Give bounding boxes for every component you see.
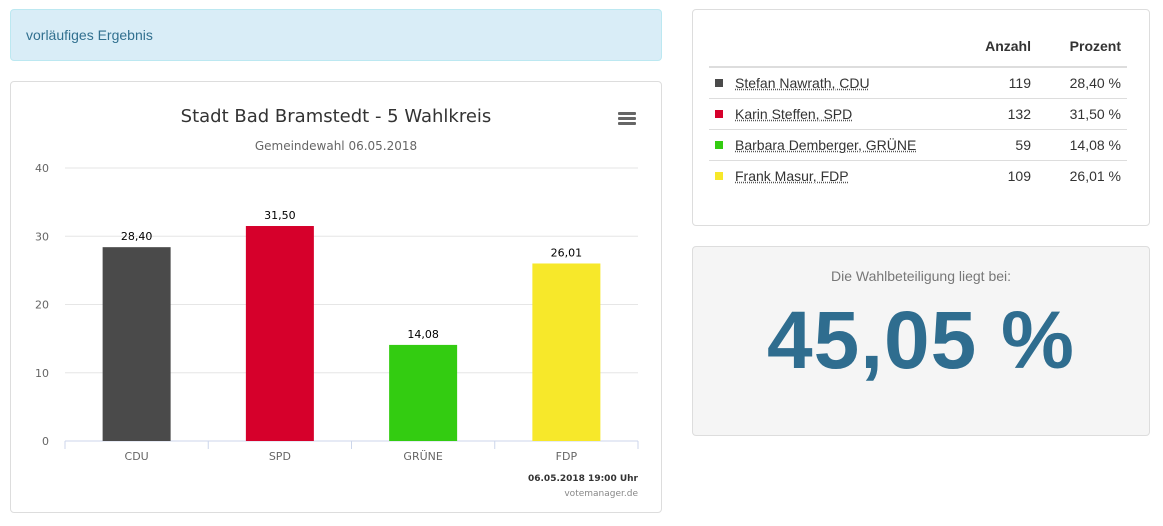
candidate-link[interactable]: Barbara Demberger, GRÜNE	[735, 136, 917, 153]
legend-swatch	[715, 172, 723, 181]
legend-swatch	[715, 109, 723, 118]
vote-count: 59	[959, 128, 1037, 160]
data-label: 28,40	[121, 230, 153, 243]
vote-percent: 28,40 %	[1037, 66, 1127, 98]
x-tick-label: GRÜNE	[403, 450, 442, 463]
turnout-panel: Die Wahlbeteiligung liegt bei: 45,05 %	[692, 246, 1150, 436]
x-tick-label: CDU	[125, 450, 149, 463]
chart-panel: Stadt Bad Bramstedt - 5 Wahlkreis Gemeind…	[10, 81, 662, 513]
vote-count: 109	[959, 159, 1037, 191]
turnout-label: Die Wahlbeteiligung liegt bei:	[830, 268, 1012, 284]
table-header-row: Anzahl Prozent	[709, 26, 1127, 68]
candidate-link[interactable]: Stefan Nawrath, CDU	[735, 74, 870, 91]
table-row: Stefan Nawrath, CDU 119 28,40 %	[709, 66, 1127, 98]
bar-fdp	[532, 263, 601, 441]
status-text: vorläufiges Ergebnis	[26, 27, 153, 43]
y-tick-label: 0	[42, 435, 49, 448]
bar-chart: Stadt Bad Bramstedt - 5 Wahlkreis Gemeind…	[35, 106, 639, 499]
count-header: Anzahl	[959, 26, 1037, 68]
table-row: Barbara Demberger, GRÜNE 59 14,08 %	[709, 128, 1127, 160]
y-tick-label: 40	[35, 162, 49, 175]
chart-timestamp: 06.05.2018 19:00 Uhr	[528, 474, 639, 484]
bar-spd	[245, 226, 314, 441]
table-row: Karin Steffen, SPD 132 31,50 %	[709, 97, 1127, 129]
bar-grüne	[389, 344, 458, 441]
chart-credit: votemanager.de	[564, 489, 638, 499]
y-tick-label: 20	[35, 299, 49, 312]
candidate-link[interactable]: Karin Steffen, SPD	[735, 105, 853, 122]
y-tick-label: 30	[35, 230, 49, 243]
results-panel: Anzahl Prozent Stefan Nawrath, CDU 119 2…	[692, 9, 1150, 226]
table-row: Frank Masur, FDP 109 26,01 %	[709, 159, 1127, 191]
vote-count: 119	[959, 66, 1037, 98]
data-label: 14,08	[407, 328, 439, 341]
legend-swatch	[715, 79, 723, 88]
x-tick-label: SPD	[269, 450, 291, 463]
vote-count: 132	[959, 97, 1037, 129]
x-tick-label: FDP	[556, 450, 578, 463]
chart-subtitle: Gemeindewahl 06.05.2018	[255, 139, 417, 153]
percent-header: Prozent	[1037, 26, 1127, 68]
data-label: 31,50	[264, 209, 296, 222]
data-label: 26,01	[551, 246, 583, 259]
vote-percent: 31,50 %	[1037, 97, 1127, 129]
candidate-link[interactable]: Frank Masur, FDP	[735, 167, 849, 184]
results-table: Anzahl Prozent Stefan Nawrath, CDU 119 2…	[709, 26, 1127, 191]
bar-cdu	[102, 247, 171, 441]
legend-swatch	[715, 140, 723, 149]
turnout-value: 45,05 %	[767, 295, 1075, 386]
y-tick-label: 10	[35, 367, 49, 380]
vote-percent: 26,01 %	[1037, 159, 1127, 191]
chart-title: Stadt Bad Bramstedt - 5 Wahlkreis	[181, 106, 492, 127]
vote-percent: 14,08 %	[1037, 128, 1127, 160]
status-alert: vorläufiges Ergebnis	[10, 9, 662, 61]
chart-menu-icon[interactable]	[618, 112, 636, 126]
